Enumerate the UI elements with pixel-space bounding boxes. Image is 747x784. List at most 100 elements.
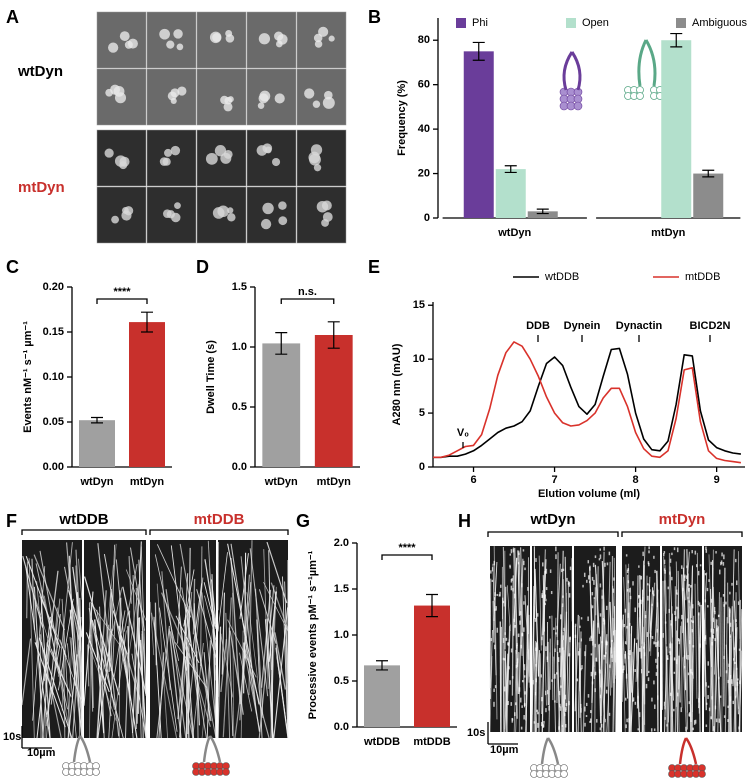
- kymograph-spot: [583, 572, 586, 577]
- kymograph-track: [258, 585, 275, 739]
- micrograph-tile: [296, 68, 347, 126]
- kymograph-spot: [577, 651, 580, 656]
- kymograph-track: [506, 585, 511, 631]
- kymograph-spot: [504, 658, 506, 661]
- kymograph-spot: [712, 635, 714, 639]
- kymograph-spot: [562, 568, 565, 571]
- bar: [495, 169, 526, 218]
- kymograph-spot: [685, 726, 687, 732]
- particle: [223, 102, 233, 112]
- y-tick-label: 0.05: [43, 416, 64, 428]
- legend-label: wtDDB: [544, 271, 579, 283]
- kymograph-spot: [495, 606, 497, 611]
- particle: [258, 33, 271, 45]
- kymograph-spot: [669, 571, 671, 575]
- cartoon-stalk: [72, 735, 92, 763]
- kymograph-spot: [638, 602, 640, 608]
- kymograph-spot: [605, 640, 608, 646]
- kymograph-track: [201, 628, 214, 739]
- kymograph-spot: [640, 575, 643, 580]
- kymograph-track: [628, 651, 634, 733]
- void-label: V₀: [457, 427, 469, 439]
- kymograph-track: [203, 582, 216, 627]
- kymograph-spot: [647, 583, 649, 586]
- kymograph-spot: [691, 604, 694, 609]
- kymograph-spot: [710, 716, 712, 720]
- kymo-header: wtDyn: [530, 511, 576, 528]
- y-tick-label: 2.0: [334, 537, 349, 549]
- particle: [259, 90, 271, 102]
- kymograph-track: [69, 637, 83, 739]
- kymograph-spot: [647, 561, 650, 565]
- kymograph-track: [136, 617, 141, 724]
- legend-label: Phi: [472, 17, 488, 29]
- kymograph-spot: [519, 611, 522, 616]
- kymograph-track: [594, 564, 600, 634]
- kymograph-spot: [656, 642, 659, 647]
- kymograph-spot: [523, 667, 526, 671]
- kymograph-track: [39, 634, 42, 739]
- kymograph-track: [596, 566, 599, 662]
- kymograph-track: [541, 549, 547, 646]
- kymograph-spot: [568, 653, 571, 657]
- particle: [114, 92, 127, 104]
- kymograph-spot: [509, 566, 511, 569]
- kymograph-spot: [521, 633, 524, 637]
- significance-label: ****: [113, 286, 131, 298]
- particle: [309, 153, 321, 166]
- kymograph-spot: [544, 570, 546, 574]
- kymograph-spot: [518, 552, 520, 556]
- kymograph-spot: [605, 689, 608, 694]
- kymograph-spot: [608, 712, 611, 716]
- kymograph-spot: [684, 574, 686, 578]
- kymograph-track: [535, 642, 538, 733]
- kymograph-spot: [691, 619, 693, 623]
- y-tick-label: 1.0: [334, 629, 349, 641]
- kymograph-spot: [705, 682, 707, 687]
- kymograph-spot: [643, 652, 646, 657]
- kymograph-track: [170, 545, 187, 671]
- kymograph-track: [97, 564, 114, 721]
- kymograph-track: [738, 650, 743, 733]
- kymograph-spot: [663, 551, 666, 554]
- kymograph-spot: [523, 664, 526, 668]
- kymograph-spot: [639, 599, 641, 604]
- kymograph-spot: [699, 564, 702, 567]
- kymograph-spot: [736, 681, 739, 686]
- y-tick-label: 0: [419, 461, 425, 473]
- kymograph-spot: [629, 595, 632, 600]
- kymograph-spot: [680, 565, 683, 569]
- kymograph-track: [640, 646, 645, 733]
- x-tick-label: 9: [714, 474, 720, 486]
- kymograph-spot: [611, 654, 613, 658]
- kymograph-spot: [561, 568, 563, 573]
- kymograph-spot: [715, 551, 717, 554]
- particle: [212, 33, 222, 43]
- kymograph-track: [661, 580, 664, 710]
- kymograph-track: [177, 605, 190, 720]
- kymograph-track: [642, 642, 645, 733]
- y-tick-label: 10: [413, 353, 425, 365]
- kymograph-spot: [509, 680, 511, 685]
- kymograph-track: [678, 655, 681, 703]
- kymograph-spot: [580, 638, 582, 642]
- kymograph-spot: [727, 705, 729, 708]
- particle: [174, 202, 181, 210]
- kymograph-spot: [590, 671, 593, 677]
- y-axis-label: A280 nm (mAU): [391, 343, 403, 425]
- kymograph-spot: [541, 636, 543, 641]
- kymograph-track: [132, 575, 138, 730]
- kymograph-spot: [561, 603, 564, 607]
- kymograph-track: [229, 630, 244, 715]
- kymograph-spot: [584, 706, 586, 712]
- kymograph-spot: [641, 668, 643, 674]
- kymograph-spot: [627, 612, 630, 618]
- kymograph-spot: [638, 565, 640, 568]
- kymograph-track: [714, 618, 717, 733]
- kymograph-spot: [640, 599, 642, 605]
- kymograph-spot: [675, 589, 678, 595]
- x-tick-label: wtDDB: [363, 736, 400, 748]
- kymograph-spot: [589, 637, 591, 642]
- kymograph-spot: [676, 547, 679, 553]
- scale-label: 10µm: [490, 744, 519, 756]
